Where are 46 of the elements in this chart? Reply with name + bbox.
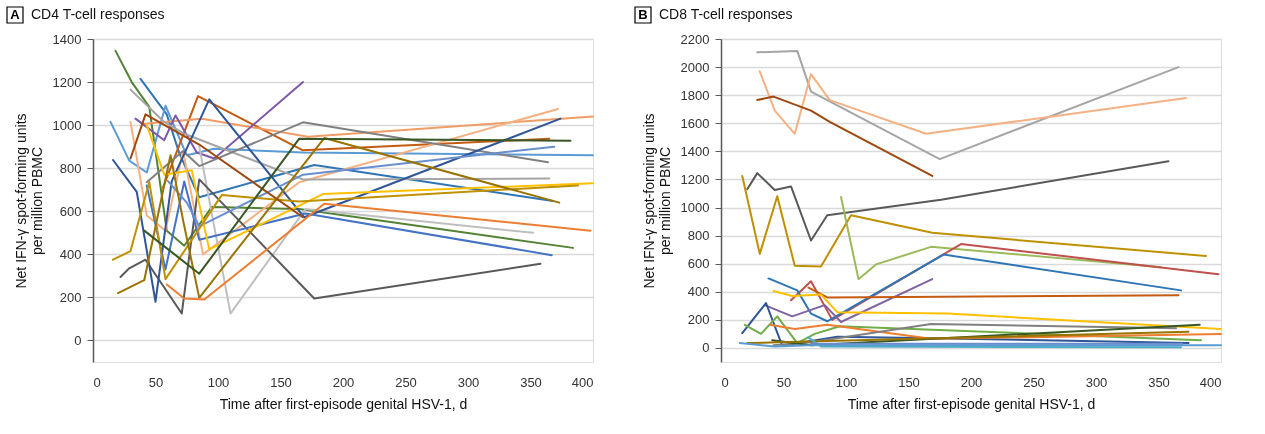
x-tick-label: 100 (835, 374, 858, 390)
y-tick-label: 800 (59, 160, 82, 176)
y-tick-label: 1400 (52, 31, 82, 47)
x-tick-label: 400 (571, 374, 594, 390)
x-tick-label: 250 (1023, 374, 1045, 390)
x-tick-label: 350 (520, 374, 542, 390)
y-tick-label: 200 (687, 312, 710, 328)
y-tick-label: 600 (59, 203, 82, 219)
y-tick-label: 1800 (680, 87, 710, 103)
y-tick-label: 1200 (52, 74, 82, 90)
y-tick-label: 1400 (680, 143, 710, 159)
y-axis-title: Net IFN-γ spot-forming units per million PBMC (12, 113, 45, 289)
x-tick-label: 300 (1085, 374, 1108, 390)
chart-title: CD4 T-cell responses (31, 6, 165, 22)
x-tick-label: 200 (332, 374, 355, 390)
x-tick-label: 400 (1199, 374, 1222, 390)
text: B (638, 7, 648, 22)
x-axis-title: Time after first-episode genital HSV-1, d (847, 395, 1096, 412)
x-tick-label: 100 (207, 374, 230, 390)
y-tick-label: 0 (74, 332, 82, 348)
y-tick-label: 800 (687, 228, 710, 244)
chart-title: CD8 T-cell responses (659, 6, 793, 22)
y-tick-label: 0 (702, 340, 710, 356)
y-tick-label: 1000 (52, 117, 82, 133)
x-tick-label: 150 (270, 374, 292, 390)
x-tick-label: 250 (395, 374, 417, 390)
x-tick-label: 0 (93, 374, 101, 390)
x-tick-label: 50 (776, 374, 792, 390)
y-tick-label: 600 (687, 256, 710, 272)
text: A (10, 7, 21, 22)
y-tick-label: 400 (687, 284, 710, 300)
y-tick-label: 2200 (680, 31, 710, 47)
y-tick-label: 2000 (680, 59, 710, 75)
y-tick-label: 1200 (680, 171, 710, 187)
x-tick-label: 300 (457, 374, 480, 390)
y-axis-title: Net IFN-γ spot-forming units per million PBMC (640, 113, 673, 289)
y-tick-label: 400 (59, 246, 82, 262)
x-tick-label: 0 (721, 374, 729, 390)
x-tick-label: 50 (148, 374, 164, 390)
x-tick-label: 350 (1148, 374, 1170, 390)
y-tick-label: 1600 (680, 115, 710, 131)
x-tick-label: 150 (898, 374, 920, 390)
x-axis-title: Time after first-episode genital HSV-1, d (219, 395, 468, 412)
y-tick-label: 1000 (680, 200, 710, 216)
y-tick-label: 200 (59, 289, 82, 305)
x-tick-label: 200 (960, 374, 983, 390)
